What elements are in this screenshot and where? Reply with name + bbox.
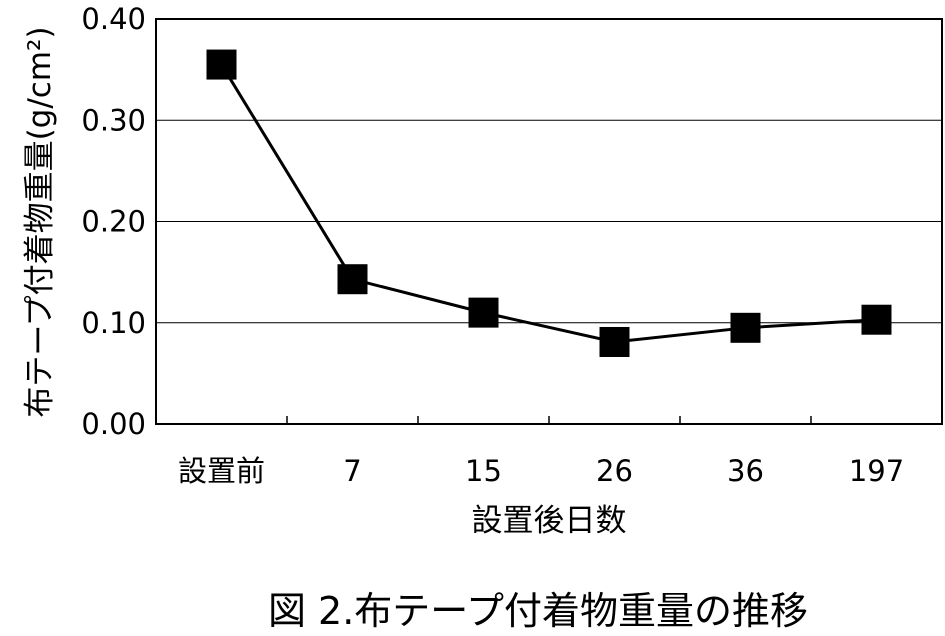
y-axis-tick-labels: 0.00 0.10 0.20 0.30 0.40 [81, 2, 146, 441]
x-tick-label: 197 [849, 454, 904, 488]
y-tick-label: 0.00 [81, 407, 146, 441]
data-point [468, 297, 499, 328]
y-tick-label: 0.20 [81, 205, 146, 239]
series [206, 49, 892, 357]
figure-caption: 図 2.布テープ付着物重量の推移 [268, 589, 808, 633]
x-tick-label: 15 [465, 454, 502, 488]
y-tick-label: 0.30 [81, 103, 146, 137]
data-point [861, 304, 892, 335]
y-tick-label: 0.40 [81, 2, 146, 36]
data-point [599, 326, 630, 357]
data-point [206, 49, 237, 80]
y-axis-title: 布テープ付着物重量(g/cm²) [22, 26, 58, 417]
x-tick-label: 26 [596, 454, 633, 488]
data-point [730, 312, 761, 343]
x-axis-tick-marks [286, 416, 812, 424]
data-point [337, 264, 368, 295]
x-tick-label: 36 [727, 454, 764, 488]
x-axis-tick-labels: 設置前 7 15 26 36 197 [178, 454, 904, 488]
series-line [220, 63, 877, 344]
y-tick-label: 0.10 [81, 306, 146, 340]
x-axis-title: 設置後日数 [472, 503, 627, 539]
x-tick-label: 設置前 [178, 454, 265, 488]
x-tick-label: 7 [343, 454, 361, 488]
